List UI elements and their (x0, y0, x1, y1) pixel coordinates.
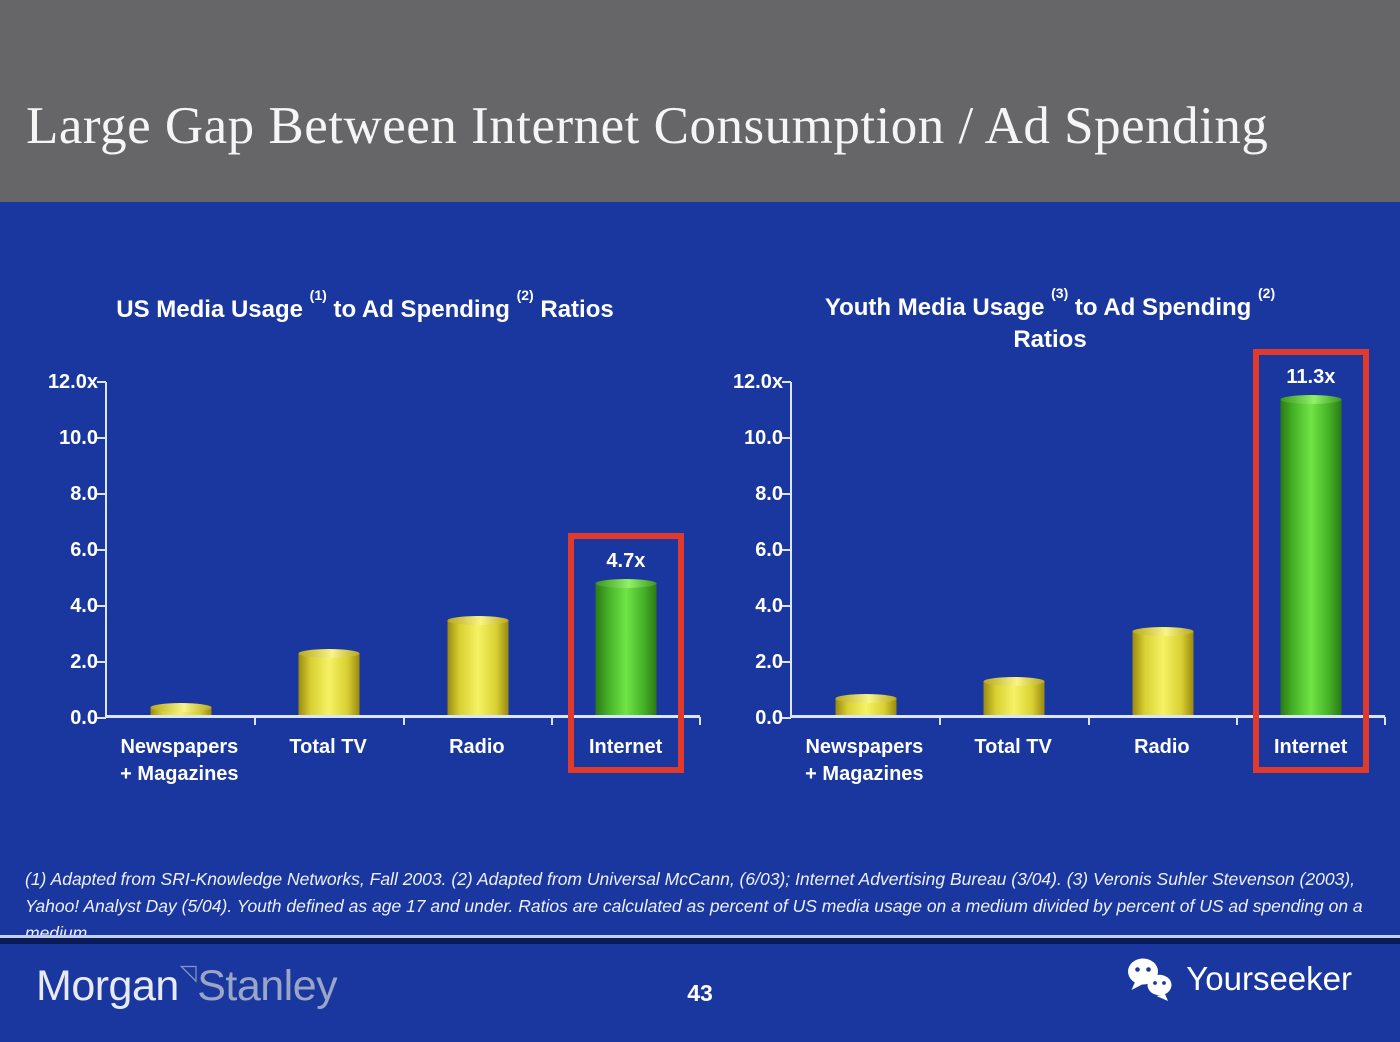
page-number: 43 (687, 980, 713, 1006)
youth-chart-x-labels: Newspapers + Magazines Total TV Radio Inter… (790, 734, 1385, 788)
y-tick-label: 0.0 (70, 707, 98, 729)
x-tick-mark (1384, 717, 1386, 725)
y-tick-mark (97, 605, 106, 607)
logo-morgan: Morgan (36, 962, 179, 1010)
y-tick-label: 6.0 (70, 539, 98, 561)
slide-header: Large Gap Between Internet Consumption /… (0, 0, 1400, 202)
yourseeker-label: Yourseeker (1186, 960, 1352, 997)
footnote: (1) Adapted from SRI-Knowledge Networks,… (25, 869, 1363, 944)
bar-slot-newspapers-magazines (107, 382, 257, 725)
bar-value-label-internet: 4.7x (606, 550, 646, 572)
morgan-stanley-triangle-icon: ◹ (179, 960, 197, 985)
y-tick-label: 10.0 (59, 427, 98, 449)
bar-slot-total-tv (940, 382, 1090, 725)
y-tick-mark (97, 493, 106, 495)
bar-total-tv (298, 649, 360, 715)
footnote-ref-2b: (2) (1258, 285, 1276, 301)
y-tick-mark (782, 549, 791, 551)
y-tick-mark (782, 717, 791, 719)
x-tick-mark (550, 717, 553, 725)
youth-chart-plot-area: 11.3x (782, 349, 1386, 773)
x-tick-mark (1087, 717, 1090, 725)
y-tick-label: 12.0x (732, 371, 783, 393)
us-chart-y-axis: 12.0x 10.0 8.0 6.0 4.0 2.0 0.0 (20, 371, 98, 729)
us-chart-title-text-1: US Media Usage (116, 296, 303, 323)
bar-internet (595, 579, 657, 715)
wechat-icon (1128, 958, 1172, 1001)
x-label-newspapers-magazines: Newspapers + Magazines (805, 736, 924, 785)
y-tick-label: 2.0 (70, 651, 98, 673)
footnote-ref-3: (3) (1051, 285, 1069, 301)
y-tick-label: 8.0 (755, 483, 783, 505)
bar-slot-radio (1089, 382, 1238, 725)
bar-slot-radio (404, 382, 553, 725)
youth-chart-y-axis: 12.0x 10.0 8.0 6.0 4.0 2.0 0.0 (705, 371, 783, 729)
x-tick-mark (939, 717, 942, 725)
youth-chart-title-text-1: Youth Media Usage (824, 294, 1045, 321)
x-label-total-tv: Total TV (289, 736, 367, 758)
footnote-ref-2: (2) (516, 287, 534, 303)
us-chart-title-text-3: Ratios (540, 296, 614, 323)
y-tick-mark (782, 661, 791, 663)
x-tick-mark (254, 717, 257, 725)
footer-separator-light (0, 935, 1400, 938)
x-label-internet: Internet (1273, 736, 1348, 758)
y-tick-label: 4.0 (755, 595, 783, 617)
y-tick-mark (782, 605, 791, 607)
x-tick-mark (1235, 717, 1238, 725)
bar-value-label-internet: 11.3x (1286, 366, 1336, 388)
y-tick-mark (97, 717, 106, 719)
x-label-internet: Internet (588, 736, 663, 758)
y-tick-mark (97, 661, 106, 663)
youth-chart-title-line-2: Ratios (1013, 326, 1087, 354)
youth-media-chart: 12.0x 10.0 8.0 6.0 4.0 2.0 0.0 11.3x Newspaper… (705, 349, 1386, 812)
y-tick-label: 8.0 (70, 483, 98, 505)
y-tick-mark (782, 381, 791, 383)
logo-stanley: Stanley (197, 962, 338, 1010)
y-tick-label: 0.0 (755, 707, 783, 729)
x-label-total-tv: Total TV (974, 736, 1052, 758)
footer-separator-dark (0, 938, 1400, 944)
us-chart-title-text-2: to Ad Spending (333, 296, 510, 323)
us-chart-x-labels: Newspapers + Magazines Total TV Radio Inter… (105, 734, 700, 788)
x-tick-mark (699, 717, 701, 725)
bar-newspapers-magazines (150, 703, 212, 715)
y-tick-label: 12.0x (47, 371, 98, 393)
us-chart-title: US Media Usage (1) to Ad Spending (2) Ra… (55, 287, 675, 326)
bar-radio (1132, 627, 1194, 715)
y-tick-mark (782, 493, 791, 495)
y-tick-label: 6.0 (755, 539, 783, 561)
y-tick-label: 4.0 (70, 595, 98, 617)
youth-chart-title-line-1: Youth Media Usage (3) to Ad Spending (2) (770, 285, 1330, 324)
yourseeker-watermark: Yourseeker (1124, 956, 1352, 1002)
morgan-stanley-logo: Morgan◹Stanley (36, 960, 338, 1011)
x-tick-mark (402, 717, 405, 725)
bar-radio (447, 616, 509, 715)
bar-slot-newspapers-magazines (792, 382, 942, 725)
y-tick-mark (97, 549, 106, 551)
youth-chart-title: Youth Media Usage (3) to Ad Spending (2)… (770, 285, 1330, 357)
bar-slot-internet: 11.3x (1237, 349, 1386, 773)
x-label-radio: Radio (1134, 736, 1190, 758)
youth-chart-title-text-2: to Ad Spending (1074, 294, 1252, 321)
us-media-chart: 12.0x 10.0 8.0 6.0 4.0 2.0 0.0 4.7x Newspapers… (20, 371, 701, 812)
us-chart-plot-area: 4.7x (97, 381, 701, 773)
y-tick-mark (97, 381, 106, 383)
y-tick-mark (782, 437, 791, 439)
x-label-newspapers-magazines: Newspapers + Magazines (120, 736, 239, 785)
y-tick-mark (97, 437, 106, 439)
bar-total-tv (983, 677, 1045, 715)
y-tick-label: 2.0 (755, 651, 783, 673)
bar-slot-internet: 4.7x (552, 382, 701, 773)
slide-title: Large Gap Between Internet Consumption /… (26, 97, 1269, 155)
y-tick-label: 10.0 (744, 427, 783, 449)
slide-footer: Morgan◹Stanley 43 Yourseeker (0, 944, 1400, 1042)
bar-internet (1280, 395, 1342, 715)
x-label-radio: Radio (449, 736, 505, 758)
bar-slot-total-tv (255, 382, 405, 725)
bar-newspapers-magazines (835, 694, 897, 715)
footnote-ref-1: (1) (309, 287, 327, 303)
